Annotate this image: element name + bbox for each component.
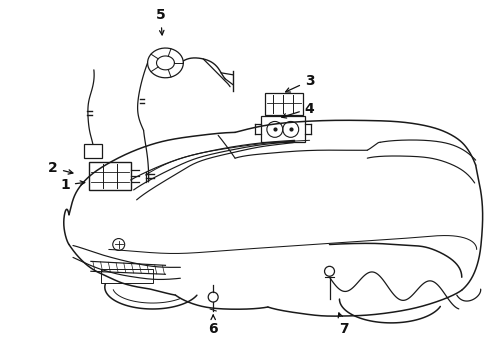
Text: 4: 4: [282, 102, 315, 118]
Text: 3: 3: [286, 74, 315, 92]
Text: 5: 5: [156, 8, 165, 35]
Text: 6: 6: [208, 315, 218, 336]
Text: 1: 1: [60, 178, 85, 192]
Bar: [101, 269, 152, 283]
Text: 7: 7: [338, 313, 349, 336]
Text: 2: 2: [48, 161, 73, 175]
